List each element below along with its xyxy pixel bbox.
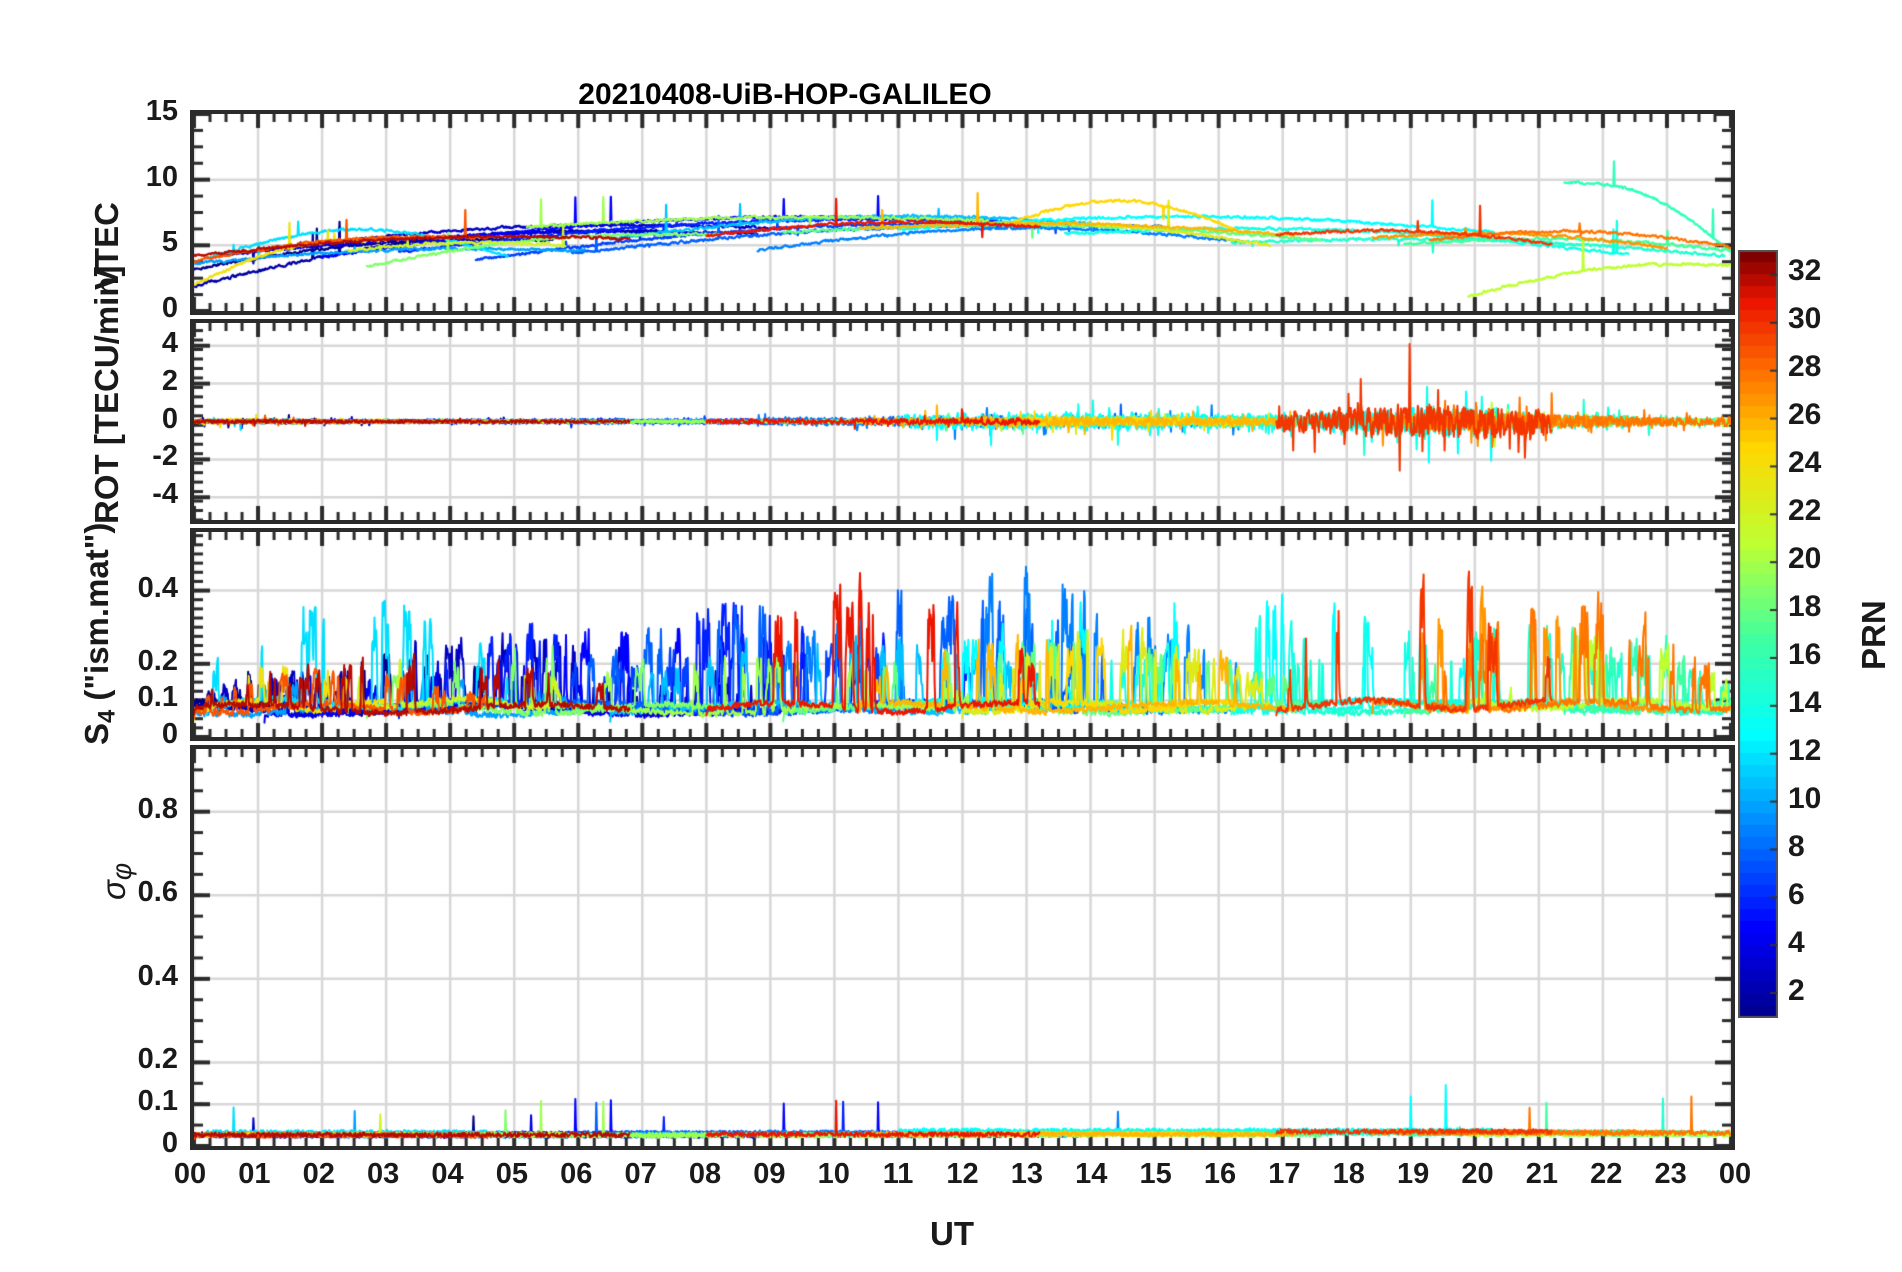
ytick-label-rot-3: 2	[161, 364, 178, 397]
panel-s4	[190, 528, 1735, 741]
xtick-label-13: 13	[1010, 1158, 1043, 1190]
xtick-label-20: 20	[1461, 1158, 1494, 1190]
ytick-label-vtec-3: 15	[145, 95, 178, 127]
ytick-label-sigma_phi-1: 0.1	[137, 1085, 178, 1118]
rot-plot-canvas	[194, 323, 1731, 520]
xtick-label-4: 04	[431, 1158, 464, 1190]
xtick-label-22: 22	[1590, 1158, 1623, 1190]
colorbar-tick-5: 22	[1788, 494, 1822, 527]
xtick-label-5: 05	[495, 1158, 528, 1190]
ytick-label-s4-1: 0.1	[137, 681, 178, 714]
colorbar-tick-14: 4	[1788, 926, 1805, 959]
ytick-label-s4-0: 0	[161, 718, 178, 750]
ytick-label-vtec-0: 0	[161, 292, 178, 324]
colorbar-tick-3: 26	[1788, 398, 1822, 431]
xtick-label-9: 09	[753, 1158, 786, 1190]
xtick-label-24: 00	[1718, 1158, 1752, 1190]
colorbar-tick-1: 30	[1788, 302, 1822, 335]
s4-plot-canvas	[194, 532, 1731, 737]
xtick-label-11: 11	[882, 1158, 914, 1190]
x-axis-label: UT	[930, 1215, 974, 1252]
xtick-label-1: 01	[238, 1158, 271, 1190]
colorbar-tick-7: 18	[1788, 590, 1822, 623]
colorbar-tick-4: 24	[1788, 446, 1822, 479]
colorbar-tick-0: 32	[1788, 254, 1822, 287]
ytick-label-sigma_phi-5: 0.8	[137, 792, 178, 825]
xtick-label-18: 18	[1332, 1158, 1365, 1190]
xtick-label-6: 06	[560, 1158, 593, 1190]
ytick-label-rot-4: 4	[161, 326, 178, 359]
xtick-label-10: 10	[817, 1158, 850, 1190]
xtick-label-7: 07	[624, 1158, 657, 1190]
colorbar[interactable]	[1738, 250, 1778, 1018]
xtick-label-8: 08	[688, 1158, 722, 1190]
panel-rot	[190, 319, 1735, 524]
ytick-label-vtec-1: 5	[161, 226, 178, 259]
colorbar-tick-11: 10	[1788, 782, 1822, 815]
colorbar-tick-13: 6	[1788, 878, 1805, 911]
page-title: 20210408-UiB-HOP-GALILEO	[578, 78, 992, 111]
colorbar-tick-2: 28	[1788, 350, 1822, 383]
colorbar-canvas	[1739, 251, 1777, 1017]
ytick-label-vtec-2: 10	[145, 160, 178, 193]
ytick-label-rot-0: -4	[152, 478, 178, 511]
ytick-label-s4-2: 0.2	[137, 644, 178, 677]
vtec-plot-canvas	[194, 114, 1731, 311]
xtick-label-16: 16	[1203, 1158, 1237, 1190]
ytick-label-rot-1: -2	[152, 440, 178, 473]
ytick-label-s4-3: 0.4	[137, 571, 178, 604]
xtick-label-15: 15	[1139, 1158, 1172, 1190]
ytick-label-rot-2: 0	[161, 402, 178, 435]
xtick-label-19: 19	[1396, 1158, 1430, 1190]
xtick-label-17: 17	[1268, 1158, 1301, 1190]
panel-sigma-phi	[190, 745, 1735, 1150]
ytick-label-sigma_phi-4: 0.6	[137, 876, 178, 909]
xtick-label-12: 12	[946, 1158, 979, 1190]
colorbar-tick-10: 12	[1788, 734, 1822, 767]
panel-vtec	[190, 110, 1735, 315]
xtick-label-0: 00	[173, 1158, 207, 1190]
xtick-label-3: 03	[366, 1158, 400, 1190]
colorbar-tick-6: 20	[1788, 542, 1822, 575]
colorbar-tick-15: 2	[1788, 974, 1805, 1007]
sigma-phi-plot-canvas	[194, 749, 1731, 1146]
xtick-label-14: 14	[1075, 1158, 1108, 1190]
xtick-label-21: 21	[1525, 1158, 1558, 1190]
colorbar-label: PRN	[1855, 600, 1892, 670]
colorbar-tick-8: 16	[1788, 638, 1822, 671]
ytick-label-sigma_phi-2: 0.2	[137, 1043, 178, 1076]
xtick-label-23: 23	[1654, 1158, 1687, 1190]
colorbar-tick-12: 8	[1788, 830, 1805, 863]
ytick-label-sigma_phi-3: 0.4	[137, 959, 178, 992]
colorbar-tick-9: 14	[1788, 686, 1822, 719]
ytick-label-sigma_phi-0: 0	[161, 1127, 178, 1159]
xtick-label-2: 02	[302, 1158, 335, 1190]
